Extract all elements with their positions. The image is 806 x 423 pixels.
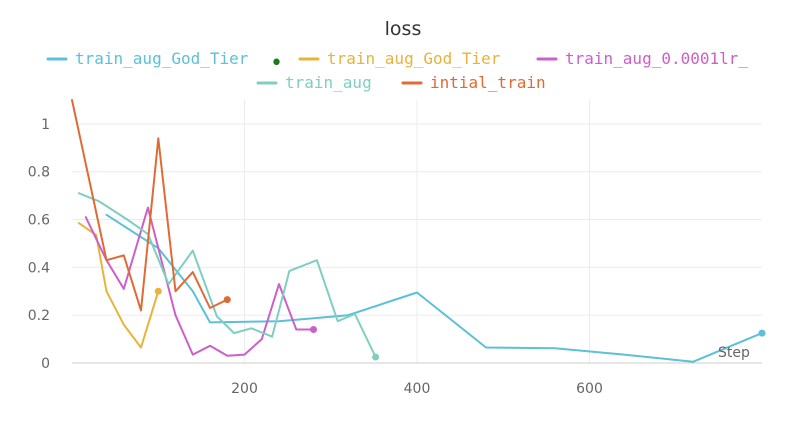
legend-item-label[interactable]: train_aug_0.0001lr_ [565, 49, 748, 68]
series-line-1 [77, 222, 160, 349]
grid [72, 100, 762, 364]
series-line-0 [105, 213, 763, 363]
series-line-3 [77, 192, 377, 358]
y-tick-label: 0.4 [28, 260, 50, 276]
series-end-point-0 [758, 329, 766, 337]
x-tick-label: 200 [231, 381, 258, 397]
y-tick-label: 0.8 [28, 165, 50, 181]
x-tick-label: 400 [404, 381, 431, 397]
y-tick-label: 0.6 [28, 213, 50, 229]
tick-labels: 0 0.2 0.4 0.6 0.8 1 200 400 600 [28, 117, 603, 397]
series-end-point-3 [372, 353, 380, 361]
series-line-2 [84, 206, 315, 357]
y-tick-label: 1 [41, 117, 50, 133]
y-tick-label: 0 [41, 356, 50, 372]
legend-item-label[interactable]: train_aug [285, 73, 372, 92]
x-tick-label: 600 [576, 381, 603, 397]
legend[interactable]: train_aug_God_Tier train_aug_God_Tier trai… [46, 49, 748, 92]
series-end-point-4 [223, 296, 231, 304]
series-line-4 [71, 99, 229, 312]
y-tick-label: 0.2 [28, 308, 50, 324]
series-end-point-2 [310, 326, 317, 334]
legend-item-label[interactable]: intial_train [430, 73, 546, 92]
chart-title: loss [384, 18, 422, 40]
series-lines [71, 99, 766, 363]
x-axis-label: Step [718, 345, 750, 361]
legend-item-label[interactable]: train_aug_God_Tier [327, 49, 501, 68]
legend-status-dot: • [270, 51, 283, 76]
legend-item-label[interactable]: train_aug_God_Tier [75, 49, 249, 68]
series-end-point-1 [154, 287, 162, 295]
